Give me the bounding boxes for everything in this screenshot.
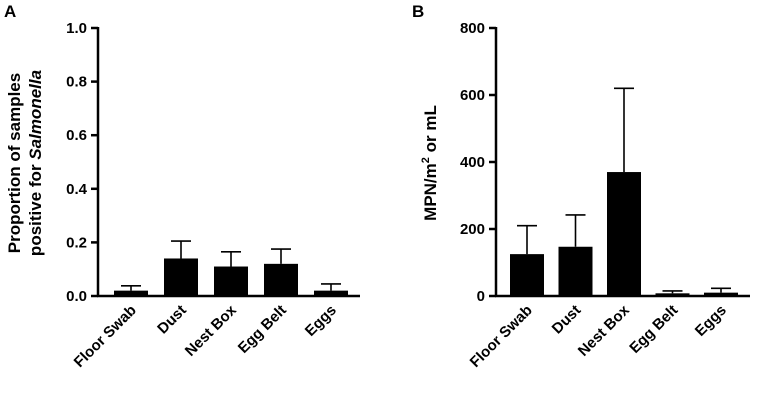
x-category-label: Floor Swab xyxy=(467,302,536,371)
bar-eggs xyxy=(314,290,348,296)
bar-nest-box xyxy=(607,172,641,296)
x-category-label: Egg Belt xyxy=(235,302,290,357)
panel-b-letter: B xyxy=(412,2,424,21)
panel-a: A 0.0 0.2 0.4 0.6 0.8 1.0 Floor Swab DustNest … xyxy=(4,2,360,371)
bar-dust xyxy=(558,246,593,296)
bar-nest-box xyxy=(214,266,248,296)
y-tick-label: 200 xyxy=(460,221,485,238)
panel-a-error-bars xyxy=(121,240,341,291)
x-category-label: Floor Swab xyxy=(71,302,140,371)
y-tick-label: 0.6 xyxy=(66,127,87,144)
bar-dust xyxy=(164,258,198,296)
panel-a-letter: A xyxy=(4,2,16,21)
y-tick-label: 1.0 xyxy=(66,20,87,37)
panel-b-y-label: MPN/m2 or mL xyxy=(420,105,440,221)
x-category-label: Nest Box xyxy=(182,301,240,359)
x-category-label: Eggs xyxy=(302,302,340,340)
panel-b-error-bars xyxy=(517,87,731,294)
y-tick-label: 0.8 xyxy=(66,74,87,91)
x-category-label: Egg Belt xyxy=(626,302,681,357)
panel-b-bars xyxy=(510,172,738,296)
y-tick-label: 0.0 xyxy=(66,288,87,305)
x-category-label: Eggs xyxy=(692,302,730,340)
panel-a-y-label-line2: positive for Salmonella xyxy=(26,70,45,256)
panel-b-y-ticks: 0 200 400 600 800 xyxy=(460,20,496,305)
x-category-label: Dust xyxy=(154,302,190,338)
y-tick-label: 0 xyxy=(477,288,485,305)
x-category-label: Dust xyxy=(549,302,585,338)
y-tick-label: 800 xyxy=(460,20,485,37)
y-tick-label: 600 xyxy=(460,87,485,104)
bar-egg-belt xyxy=(264,263,298,296)
bar-floor-swab xyxy=(510,254,544,296)
panel-a-y-label-line1: Proportion of samples xyxy=(5,73,24,253)
x-category-label: Nest Box xyxy=(575,301,633,359)
y-tick-label: 0.2 xyxy=(66,234,87,251)
bar-egg-belt xyxy=(655,293,690,296)
bar-floor-swab xyxy=(114,290,148,296)
panel-a-y-ticks: 0.0 0.2 0.4 0.6 0.8 1.0 xyxy=(66,20,98,305)
y-tick-label: 400 xyxy=(460,154,485,171)
panel-a-bars xyxy=(114,258,348,296)
bar-eggs xyxy=(704,292,738,296)
y-tick-label: 0.4 xyxy=(66,181,88,198)
